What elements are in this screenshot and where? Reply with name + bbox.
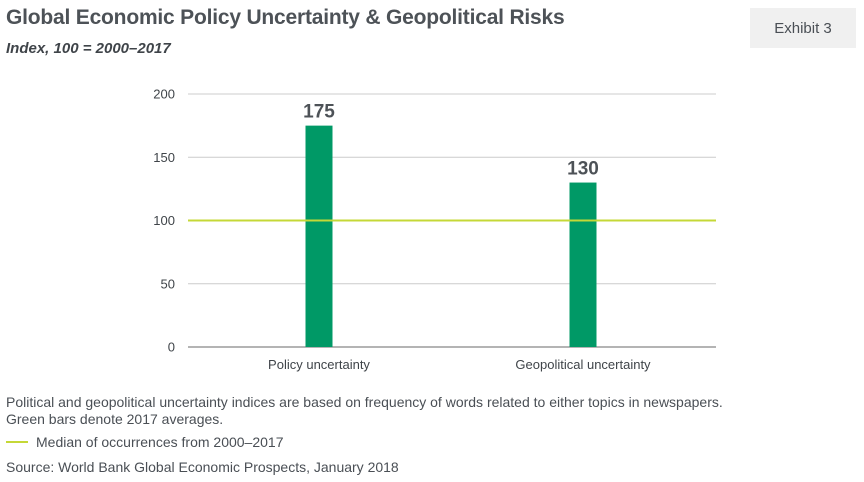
note-line-1: Political and geopolitical uncertainty i… xyxy=(6,394,723,410)
exhibit-badge: Exhibit 3 xyxy=(750,8,856,48)
x-tick-label-2: Geopolitical uncertainty xyxy=(515,357,651,372)
note-line-2: Green bars denote 2017 averages. xyxy=(6,411,224,427)
chart-title: Global Economic Policy Uncertainty & Geo… xyxy=(6,6,565,29)
bars xyxy=(305,125,597,347)
legend-swatch-median xyxy=(6,441,28,443)
y-tick-label-50: 50 xyxy=(161,276,175,291)
bar-2 xyxy=(569,182,597,347)
bar-1 xyxy=(305,125,333,347)
y-tick-label-100: 100 xyxy=(153,213,175,228)
data-labels: 175 130 xyxy=(303,102,599,180)
y-tick-label-200: 200 xyxy=(153,87,175,102)
chart-note: Political and geopolitical uncertainty i… xyxy=(6,394,806,428)
chart-subtitle: Index, 100 = 2000–2017 xyxy=(6,40,171,57)
data-label-2: 130 xyxy=(567,159,599,180)
data-label-1: 175 xyxy=(303,102,335,123)
legend-label-median: Median of occurrences from 2000–2017 xyxy=(36,434,284,450)
y-tick-label-150: 150 xyxy=(153,150,175,165)
y-tick-labels: 0 50 100 150 200 xyxy=(153,87,175,355)
y-tick-label-0: 0 xyxy=(168,340,175,355)
legend: Median of occurrences from 2000–2017 xyxy=(6,434,283,450)
x-tick-labels: Policy uncertainty Geopolitical uncertain… xyxy=(268,357,651,372)
bar-chart: 0 50 100 150 200 175 130 Policy uncertainty Ge… xyxy=(153,87,716,372)
source-note: Source: World Bank Global Economic Prosp… xyxy=(6,459,399,475)
x-tick-label-1: Policy uncertainty xyxy=(268,357,370,372)
